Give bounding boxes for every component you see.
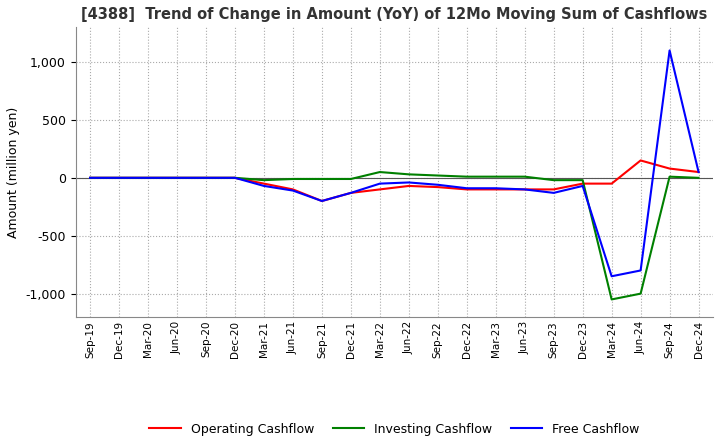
- Line: Free Cashflow: Free Cashflow: [90, 51, 698, 276]
- Investing Cashflow: [608, 297, 616, 302]
- Investing Cashflow: [521, 174, 529, 180]
- Free Cashflow: [665, 48, 674, 53]
- Investing Cashflow: [405, 172, 413, 177]
- Operating Cashflow: [318, 198, 326, 204]
- Free Cashflow: [230, 175, 239, 180]
- Operating Cashflow: [492, 187, 500, 192]
- Operating Cashflow: [405, 183, 413, 189]
- Operating Cashflow: [346, 190, 355, 195]
- Operating Cashflow: [114, 175, 123, 180]
- Investing Cashflow: [144, 175, 153, 180]
- Free Cashflow: [549, 190, 558, 195]
- Free Cashflow: [260, 183, 269, 189]
- Free Cashflow: [86, 175, 94, 180]
- Investing Cashflow: [173, 175, 181, 180]
- Investing Cashflow: [462, 174, 471, 180]
- Operating Cashflow: [376, 187, 384, 192]
- Operating Cashflow: [433, 184, 442, 190]
- Investing Cashflow: [114, 175, 123, 180]
- Free Cashflow: [144, 175, 153, 180]
- Investing Cashflow: [492, 174, 500, 180]
- Free Cashflow: [318, 198, 326, 204]
- Investing Cashflow: [202, 175, 210, 180]
- Line: Investing Cashflow: Investing Cashflow: [90, 172, 698, 300]
- Free Cashflow: [114, 175, 123, 180]
- Investing Cashflow: [578, 177, 587, 183]
- Free Cashflow: [405, 180, 413, 185]
- Free Cashflow: [202, 175, 210, 180]
- Free Cashflow: [346, 190, 355, 195]
- Investing Cashflow: [549, 177, 558, 183]
- Line: Operating Cashflow: Operating Cashflow: [90, 161, 698, 201]
- Investing Cashflow: [230, 175, 239, 180]
- Investing Cashflow: [433, 173, 442, 178]
- Free Cashflow: [289, 188, 297, 193]
- Investing Cashflow: [376, 169, 384, 175]
- Operating Cashflow: [521, 187, 529, 192]
- Operating Cashflow: [608, 181, 616, 186]
- Operating Cashflow: [665, 166, 674, 171]
- Free Cashflow: [521, 187, 529, 192]
- Operating Cashflow: [289, 187, 297, 192]
- Operating Cashflow: [549, 187, 558, 192]
- Free Cashflow: [173, 175, 181, 180]
- Title: [4388]  Trend of Change in Amount (YoY) of 12Mo Moving Sum of Cashflows: [4388] Trend of Change in Amount (YoY) o…: [81, 7, 708, 22]
- Operating Cashflow: [86, 175, 94, 180]
- Free Cashflow: [636, 268, 645, 273]
- Legend: Operating Cashflow, Investing Cashflow, Free Cashflow: Operating Cashflow, Investing Cashflow, …: [144, 418, 644, 440]
- Free Cashflow: [376, 181, 384, 186]
- Free Cashflow: [462, 186, 471, 191]
- Operating Cashflow: [202, 175, 210, 180]
- Operating Cashflow: [260, 181, 269, 186]
- Investing Cashflow: [260, 177, 269, 183]
- Free Cashflow: [578, 183, 587, 189]
- Free Cashflow: [608, 274, 616, 279]
- Investing Cashflow: [289, 176, 297, 182]
- Investing Cashflow: [665, 174, 674, 180]
- Y-axis label: Amount (million yen): Amount (million yen): [7, 106, 20, 238]
- Investing Cashflow: [636, 291, 645, 296]
- Operating Cashflow: [462, 187, 471, 192]
- Operating Cashflow: [636, 158, 645, 163]
- Operating Cashflow: [694, 169, 703, 175]
- Investing Cashflow: [86, 175, 94, 180]
- Operating Cashflow: [578, 181, 587, 186]
- Operating Cashflow: [144, 175, 153, 180]
- Investing Cashflow: [346, 176, 355, 182]
- Investing Cashflow: [318, 176, 326, 182]
- Operating Cashflow: [230, 175, 239, 180]
- Free Cashflow: [492, 186, 500, 191]
- Investing Cashflow: [694, 175, 703, 180]
- Free Cashflow: [433, 182, 442, 187]
- Free Cashflow: [694, 169, 703, 175]
- Operating Cashflow: [173, 175, 181, 180]
